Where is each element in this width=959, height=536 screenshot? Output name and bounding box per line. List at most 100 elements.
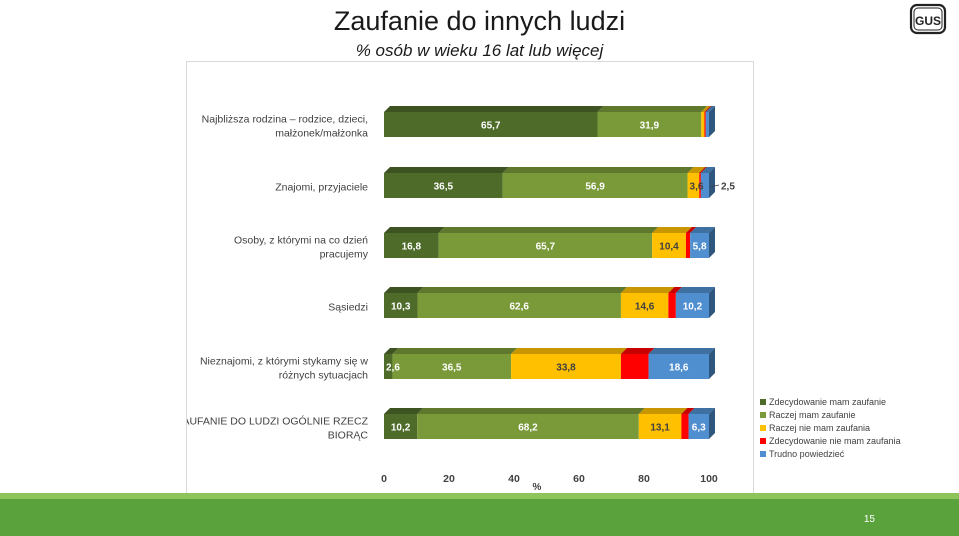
bar-segment [638, 414, 682, 439]
data-label: 65,7 [481, 121, 501, 132]
bar-segment-top [652, 227, 692, 233]
gus-logo: GUS [909, 3, 947, 35]
data-label: 31,9 [640, 121, 660, 132]
data-label: 10,2 [683, 302, 703, 313]
data-label: 10,3 [391, 302, 411, 313]
bar-segment-top [620, 348, 655, 354]
chart-area: Najbliższa rodzina – rodzice, dzieci, mał… [186, 61, 754, 495]
data-label: 13,1 [650, 423, 670, 434]
bar-segment-top [700, 167, 715, 173]
category-label: Osoby, z którymi na co dzień pracujemy [234, 235, 369, 261]
data-label: 33,8 [556, 363, 576, 374]
bar-segment-top [384, 106, 604, 112]
bar-segment [620, 354, 649, 379]
slide-subtitle: % osób w wieku 16 lat lub więcej [355, 41, 604, 60]
data-label: 62,6 [509, 302, 529, 313]
x-tick-label: 20 [443, 473, 455, 485]
bar-segment-top [417, 287, 627, 293]
bar-segment [648, 354, 709, 379]
category-label: Nieznajomi, z którymi stykamy się w różny… [200, 356, 368, 382]
bar-segment [704, 112, 706, 137]
bar-segment [690, 233, 709, 258]
bar-segment-top [681, 408, 695, 414]
bar-segment-side [709, 227, 715, 258]
bar-segment [417, 293, 621, 318]
slide-title: Zaufanie do innych ludzi [333, 6, 626, 36]
footer-accent-bar [0, 493, 959, 499]
bar-segment-top [690, 227, 715, 233]
legend-label: Zdecydowanie nie mam zaufania [769, 436, 901, 446]
bar-segment [392, 354, 512, 379]
legend-swatch [760, 425, 766, 431]
legend-swatch [760, 451, 766, 457]
bar-segment-top [384, 408, 424, 414]
x-tick-label: 40 [508, 473, 520, 485]
bar-segment [417, 414, 639, 439]
bar-segment [687, 173, 700, 198]
legend-swatch [760, 412, 766, 418]
bar-segment [688, 414, 709, 439]
bar-segment-top [502, 167, 694, 173]
bar-segment [597, 112, 702, 137]
page-number: 15 [863, 514, 875, 525]
bar-segment [384, 233, 439, 258]
bar-segment-side [709, 287, 715, 318]
category-label: Sąsiedzi [328, 302, 368, 314]
data-label: 3,6 [690, 182, 704, 193]
data-label: 56,9 [585, 182, 605, 193]
bar-segment [511, 354, 621, 379]
bar-segment [384, 354, 393, 379]
data-label: 14,6 [635, 302, 655, 313]
bar-segment-top [384, 227, 445, 233]
legend-swatch [760, 438, 766, 444]
bar-segment-top [438, 227, 659, 233]
bar-segment [705, 112, 709, 137]
bar-segment [652, 233, 686, 258]
bar-segment-side [709, 348, 715, 379]
data-label: 65,7 [536, 242, 556, 253]
legend-swatch [760, 399, 766, 405]
bar-segment [681, 414, 689, 439]
x-tick-label: 100 [700, 473, 718, 485]
legend-label: Raczej mam zaufanie [769, 410, 856, 420]
bar-segment-top [675, 287, 715, 293]
bar-segment-top [685, 227, 697, 233]
data-label: 2,6 [386, 363, 400, 374]
bar-segment [384, 173, 503, 198]
bar-segment-top [668, 287, 682, 293]
footer-bar [0, 499, 959, 536]
bar-segment [620, 293, 669, 318]
bar-segment-top [511, 348, 627, 354]
gus-logo-text: GUS [915, 14, 941, 28]
chart-legend: Zdecydowanie mam zaufanie Raczej mam zauf… [760, 398, 901, 459]
bar-segment-top [392, 348, 518, 354]
bar-segment [384, 414, 418, 439]
bar-segment-top [688, 408, 715, 414]
data-label: 10,4 [659, 242, 679, 253]
data-label: 18,6 [669, 363, 689, 374]
data-label: 16,8 [402, 242, 422, 253]
data-label: 10,2 [391, 423, 411, 434]
bar-segment [384, 112, 598, 137]
bar-segment-top [638, 408, 688, 414]
data-label: 5,8 [693, 242, 707, 253]
bar-segment [384, 293, 418, 318]
bar-segment-top [597, 106, 708, 112]
bar-segment-top [417, 408, 645, 414]
legend-label: Zdecydowanie mam zaufanie [769, 398, 886, 407]
stacked-bar-chart: Najbliższa rodzina – rodzice, dzieci, mał… [187, 106, 735, 493]
legend-label: Trudno powiedzieć [769, 449, 845, 459]
category-label: ZAUFANIE DO LUDZI OGÓLNIE RZECZ BIORĄC [187, 415, 369, 442]
bar-segment-top [384, 167, 509, 173]
bar-segment-top [699, 167, 707, 173]
bar-segment [701, 112, 705, 137]
x-tick-label: 60 [573, 473, 585, 485]
bar-segment [668, 293, 676, 318]
bar-segment-top [701, 106, 711, 112]
data-label: 36,5 [434, 182, 454, 193]
data-label: 36,5 [442, 363, 462, 374]
bar-segment-top [384, 348, 399, 354]
bar-segment [699, 173, 701, 198]
bar-segment-top [704, 106, 712, 112]
data-label: 2,5 [721, 182, 735, 193]
